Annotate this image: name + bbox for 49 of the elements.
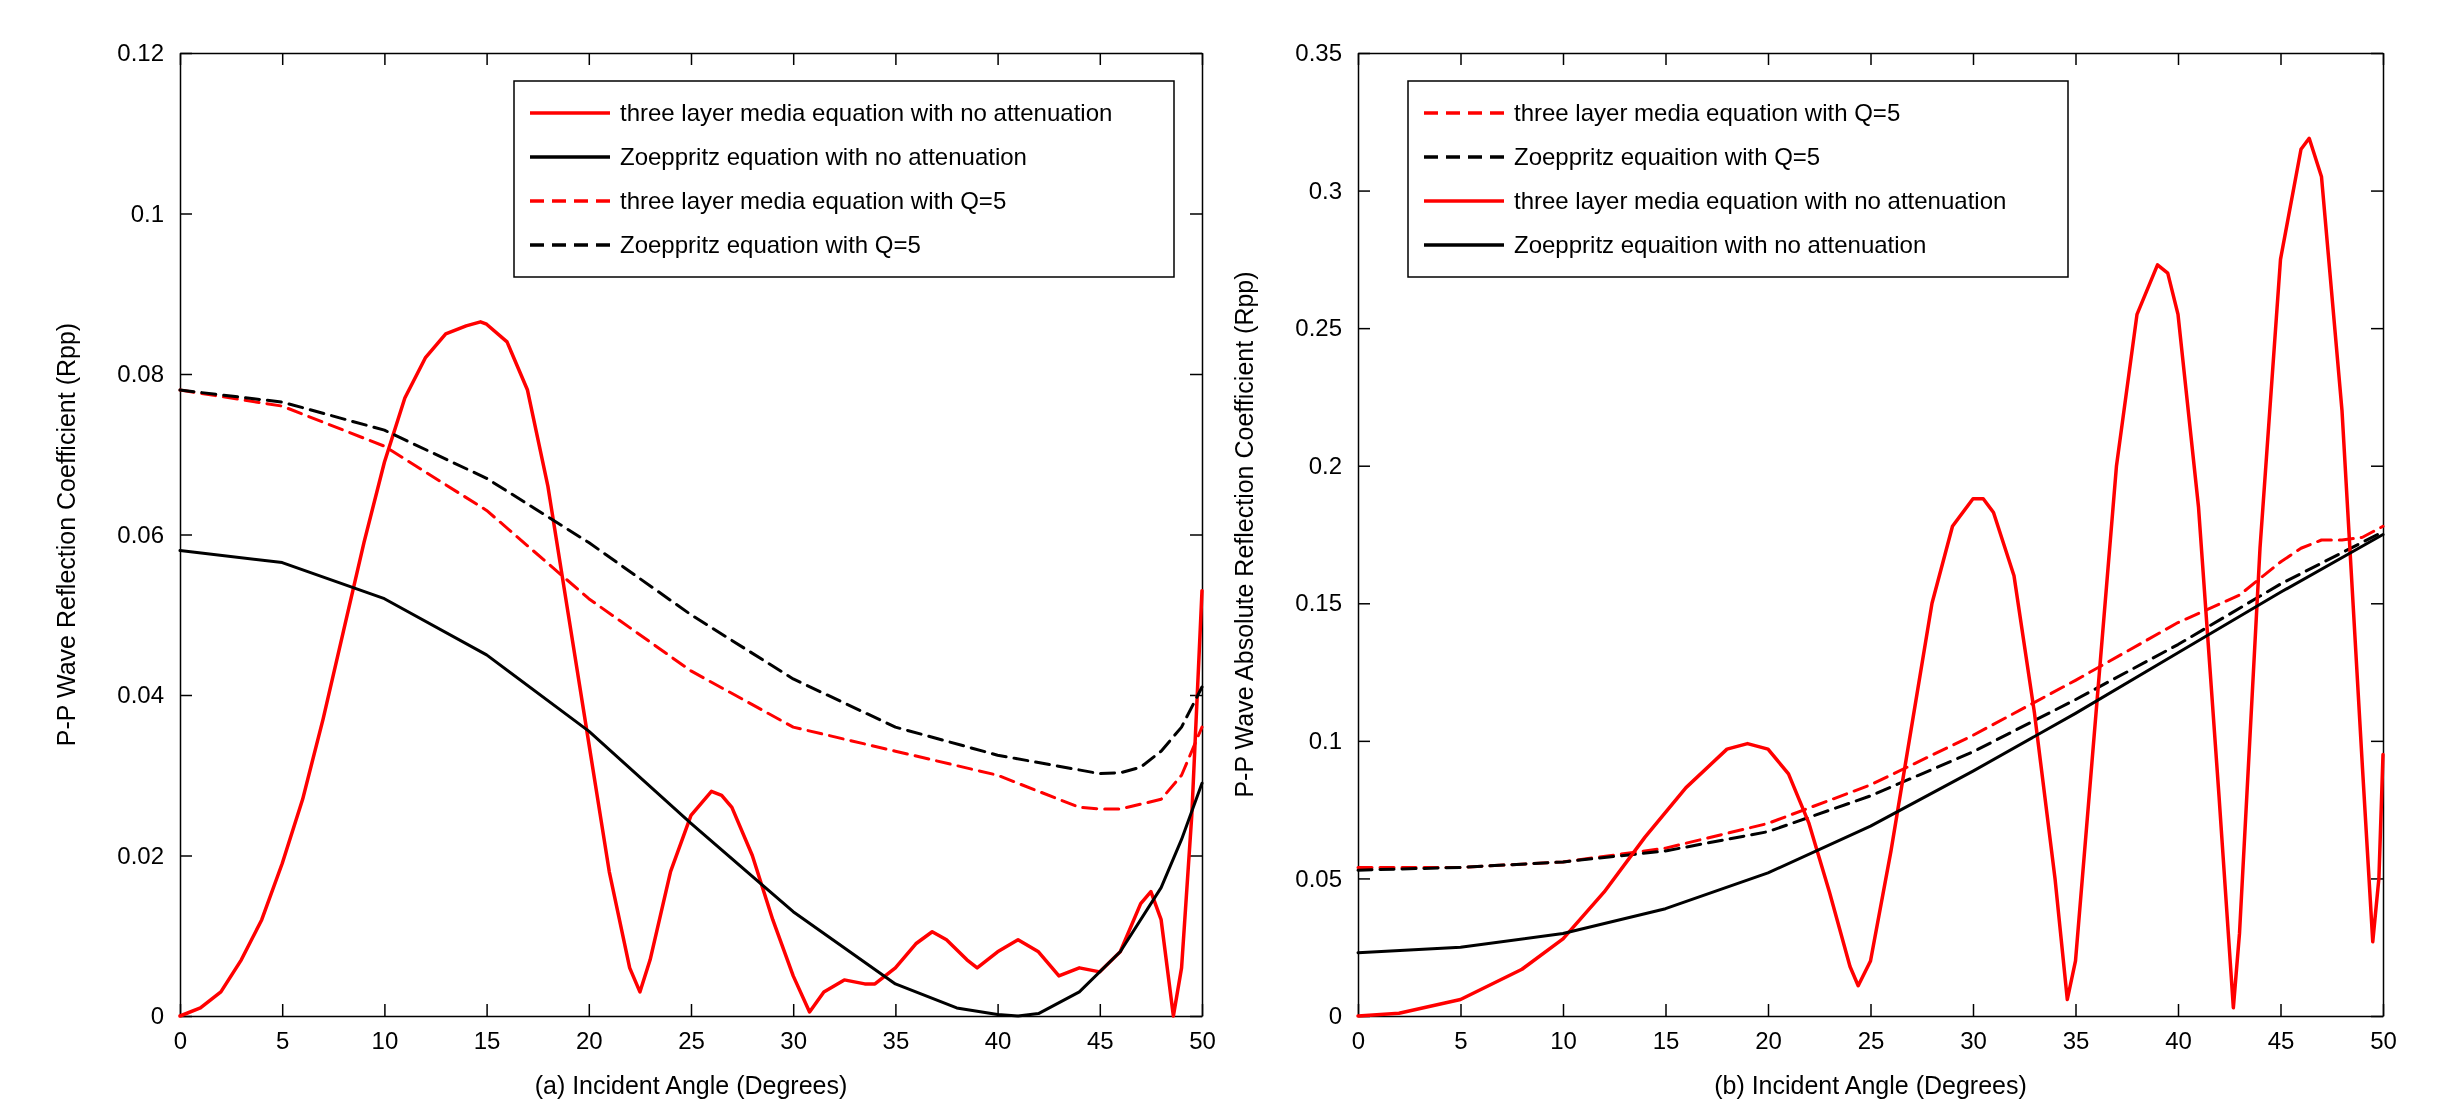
x-tick-label: 35 (2062, 1027, 2090, 1055)
x-tick-label: 5 (276, 1027, 290, 1055)
y-tick-label: 0 (1328, 1002, 1342, 1030)
y-tick-label: 0.35 (1295, 39, 1342, 67)
y-tick-label: 0 (150, 1002, 164, 1030)
y-tick-label: 0.1 (1308, 727, 1342, 755)
x-tick-label: 35 (882, 1027, 910, 1055)
legend-label: three layer media equation with no attenuation (1514, 187, 2007, 214)
x-axis-title: (b) Incident Angle (Degrees) (1714, 1071, 2027, 1099)
x-tick-label: 45 (1086, 1027, 1114, 1055)
x-tick-label: 40 (984, 1027, 1012, 1055)
y-tick-label: 0.3 (1308, 176, 1342, 204)
y-axis-title: P-P Wave Reflection Coefficient (Rpp) (52, 322, 80, 747)
x-tick-label: 20 (1755, 1027, 1782, 1055)
x-tick-label: 50 (2370, 1027, 2397, 1055)
x-axis-title: (a) Incident Angle (Degrees) (534, 1071, 848, 1099)
x-tick-label: 30 (780, 1027, 808, 1055)
x-tick-label: 25 (1857, 1027, 1885, 1055)
y-tick-label: 0.2 (1308, 451, 1342, 479)
legend-label: Zoeppritz equaition with Q=5 (1514, 143, 1821, 170)
x-tick-label: 20 (575, 1027, 603, 1055)
y-axis-title: P-P Wave Absolute Reflection Coefficient (Rpp) (1230, 271, 1258, 798)
y-tick-label: 0.06 (117, 520, 164, 548)
x-tick-label: 25 (678, 1027, 705, 1055)
legend-label: Zoeppritz equaition with no attenuation (1514, 231, 1927, 258)
y-tick-label: 0.05 (1295, 864, 1342, 892)
x-tick-label: 10 (1550, 1027, 1577, 1055)
legend-label: Zoeppritz equation with Q=5 (620, 231, 921, 258)
legend-label: Zoeppritz equation with no attenuation (620, 143, 1027, 170)
x-tick-label: 15 (473, 1027, 501, 1055)
legend-label: three layer media equation with no attenuation (620, 99, 1113, 126)
x-tick-label: 40 (2165, 1027, 2192, 1055)
x-tick-label: 0 (1351, 1027, 1366, 1055)
y-tick-label: 0.15 (1295, 589, 1342, 617)
x-tick-label: 30 (1960, 1027, 1987, 1055)
y-tick-label: 0.1 (130, 199, 164, 227)
y-tick-label: 0.12 (117, 39, 164, 67)
x-tick-label: 15 (1652, 1027, 1680, 1055)
legend-label: three layer media equation with Q=5 (1514, 99, 1901, 126)
y-tick-label: 0.04 (117, 681, 164, 709)
x-tick-label: 50 (1189, 1027, 1216, 1055)
x-tick-label: 5 (1454, 1027, 1468, 1055)
x-tick-label: 0 (173, 1027, 188, 1055)
y-tick-label: 0.08 (117, 360, 164, 388)
x-tick-label: 45 (2267, 1027, 2295, 1055)
x-tick-label: 10 (371, 1027, 399, 1055)
y-tick-label: 0.25 (1295, 314, 1342, 342)
y-tick-label: 0.02 (117, 841, 164, 869)
legend-label: three layer media equation with Q=5 (620, 187, 1007, 214)
